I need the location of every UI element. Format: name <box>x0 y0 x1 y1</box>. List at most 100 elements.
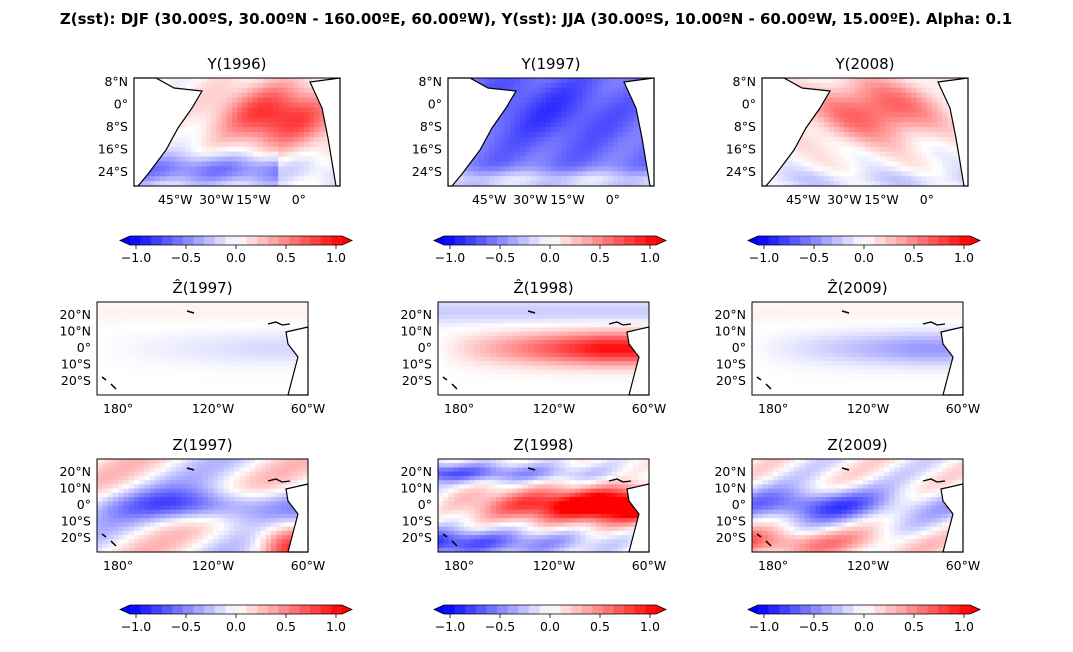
colorbar-group: −1.0 −0.5 0.0 0.5 1.0 −1.0 −0.5 0.0 0.5 1.0 −1.0 −0… <box>119 235 981 634</box>
lat-tick-label: 8°S <box>734 119 756 134</box>
caribbean-islands <box>608 321 632 326</box>
colorbar-extend-max <box>656 236 666 245</box>
lat-tick-label: 24°S <box>412 164 442 179</box>
sst-anomaly-field <box>438 302 650 396</box>
panel-grid: Y(1996)8°N0°8°S16°S24°S45°W 30°W 15°W 0°Y(1… <box>59 55 980 573</box>
lat-tick-label: 10°N <box>400 324 432 339</box>
colorbar-extend-min <box>748 236 758 245</box>
colorbar: −1.0 −0.5 0.0 0.5 1.0 <box>119 235 353 265</box>
lat-tick-label: 8°S <box>420 119 442 134</box>
colorbar-tick-label: −1.0 <box>435 619 465 634</box>
lat-tick-label: 8°N <box>418 74 442 89</box>
lat-tick-label: 24°S <box>98 164 128 179</box>
map-frame <box>447 77 655 187</box>
colorbar-tick-label: 0.0 <box>854 619 874 634</box>
lat-tick-label: 10°S <box>716 514 746 529</box>
map-panel-Y(1997): Y(1997) 8°N 0° 8°S 16°S 24°S 45°W 30°W 15°W 0° <box>412 55 655 207</box>
lon-tick-label: 60°W <box>946 558 981 573</box>
lon-tick-label: 180° <box>444 401 474 416</box>
lon-tick-label: 45°W <box>472 192 507 207</box>
panel-title: Y(1997) <box>520 55 580 73</box>
lat-tick-label: 20°S <box>61 373 91 388</box>
colorbar-extend-min <box>434 236 444 245</box>
lon-tick-label: 15°W <box>236 192 271 207</box>
colorbar-tick-label: 1.0 <box>326 619 346 634</box>
lat-tick-label: 16°S <box>412 142 442 157</box>
lat-tick-label: 0° <box>428 97 442 112</box>
map-frame <box>761 77 969 187</box>
colorbar: −1.0 −0.5 0.0 0.5 1.0 <box>433 235 667 265</box>
colorbar-extend-min <box>120 236 130 245</box>
lat-tick-label: 10°N <box>714 324 746 339</box>
panel-title: Ẑ(1998) <box>513 278 573 297</box>
lat-tick-label: 0° <box>418 497 432 512</box>
colorbar-tick-label: 0.5 <box>904 250 924 265</box>
lat-tick-label: 10°S <box>402 357 432 372</box>
colorbar-tick-label: 1.0 <box>954 250 974 265</box>
colorbar-tick-label: 0.0 <box>854 250 874 265</box>
lat-tick-label: 20°N <box>714 464 746 479</box>
colorbar-extend-min <box>120 605 130 614</box>
map-frame <box>133 77 341 187</box>
map-panel-Z(1997): Z(1997) 20°N 10°N0° 10°S20°S 180° 120°W 60°W <box>59 436 325 573</box>
caribbean-islands <box>608 478 632 483</box>
lon-tick-label: 60°W <box>291 558 326 573</box>
lat-tick-label: 0° <box>114 97 128 112</box>
lat-tick-label: 20°N <box>400 464 432 479</box>
lon-tick-label: 60°W <box>632 401 667 416</box>
lat-tick-label: 0° <box>732 340 746 355</box>
colorbar-tick-label: 0.0 <box>540 619 560 634</box>
lon-tick-label: 30°W <box>199 192 234 207</box>
colorbar: −1.0 −0.5 0.0 0.5 1.0 <box>747 604 981 634</box>
panel-title: Y(1996) <box>206 55 266 73</box>
lon-tick-label: 0° <box>920 192 934 207</box>
lon-tick-label: 180° <box>758 401 788 416</box>
lat-tick-label: 16°S <box>726 142 756 157</box>
lat-tick-label: 16°S <box>98 142 128 157</box>
caribbean-islands <box>267 478 291 483</box>
lat-tick-label: 20°S <box>402 530 432 545</box>
map-panel-Ẑ(1997): Ẑ(1997) 20°N 10°N0° 10°S20°S 180° 120°W 60°W <box>59 278 325 416</box>
colorbar-tick-label: −0.5 <box>485 619 515 634</box>
lon-tick-label: 0° <box>606 192 620 207</box>
lat-tick-label: 20°N <box>59 464 91 479</box>
pacific-islands <box>442 467 536 547</box>
lat-tick-label: 10°S <box>402 514 432 529</box>
lon-tick-label: 60°W <box>291 401 326 416</box>
lon-tick-label: 0° <box>292 192 306 207</box>
map-panel-Ẑ(2009): Ẑ(2009) 20°N 10°N0° 10°S20°S 180° 120°W 60°W <box>714 278 980 416</box>
lon-tick-label: 120°W <box>847 558 889 573</box>
panel-title: Ẑ(1997) <box>172 278 232 297</box>
map-frame <box>96 301 309 396</box>
caribbean-islands <box>267 321 291 326</box>
colorbar-tick-label: −0.5 <box>171 619 201 634</box>
map-frame <box>96 458 309 553</box>
pacific-islands <box>756 310 850 390</box>
sst-anomaly-field <box>752 459 964 553</box>
colorbar-tick-label: 0.0 <box>540 250 560 265</box>
lon-tick-label: 120°W <box>192 401 234 416</box>
lon-tick-label: 120°W <box>847 401 889 416</box>
colorbar-tick-label: 1.0 <box>640 250 660 265</box>
figure-suptitle: Z(sst): DJF (30.00ºS, 30.00ºN - 160.00ºE… <box>60 10 1012 28</box>
sst-anomaly-field <box>97 302 309 396</box>
colorbar-extend-min <box>434 605 444 614</box>
colorbar-tick-label: 0.5 <box>904 619 924 634</box>
lon-tick-label: 15°W <box>864 192 899 207</box>
map-panel-Z(1998): Z(1998) 20°N 10°N0° 10°S20°S 180° 120°W 60°W <box>400 436 666 573</box>
pacific-islands <box>756 467 850 547</box>
lat-tick-label: 0° <box>732 497 746 512</box>
lon-tick-label: 30°W <box>827 192 862 207</box>
lon-tick-label: 60°W <box>632 558 667 573</box>
lat-tick-label: 10°S <box>716 357 746 372</box>
lat-tick-label: 8°N <box>732 74 756 89</box>
colorbar-extend-max <box>342 236 352 245</box>
caribbean-islands <box>922 478 946 483</box>
lat-tick-label: 10°N <box>59 481 91 496</box>
colorbar-tick-label: −1.0 <box>435 250 465 265</box>
map-panel-Y(2008): Y(2008) 8°N 0° 8°S 16°S 24°S 45°W 30°W 15°W 0° <box>726 55 969 207</box>
colorbar-tick-label: 0.5 <box>590 619 610 634</box>
colorbar-tick-label: −0.5 <box>485 250 515 265</box>
sst-anomaly-field <box>752 302 964 396</box>
